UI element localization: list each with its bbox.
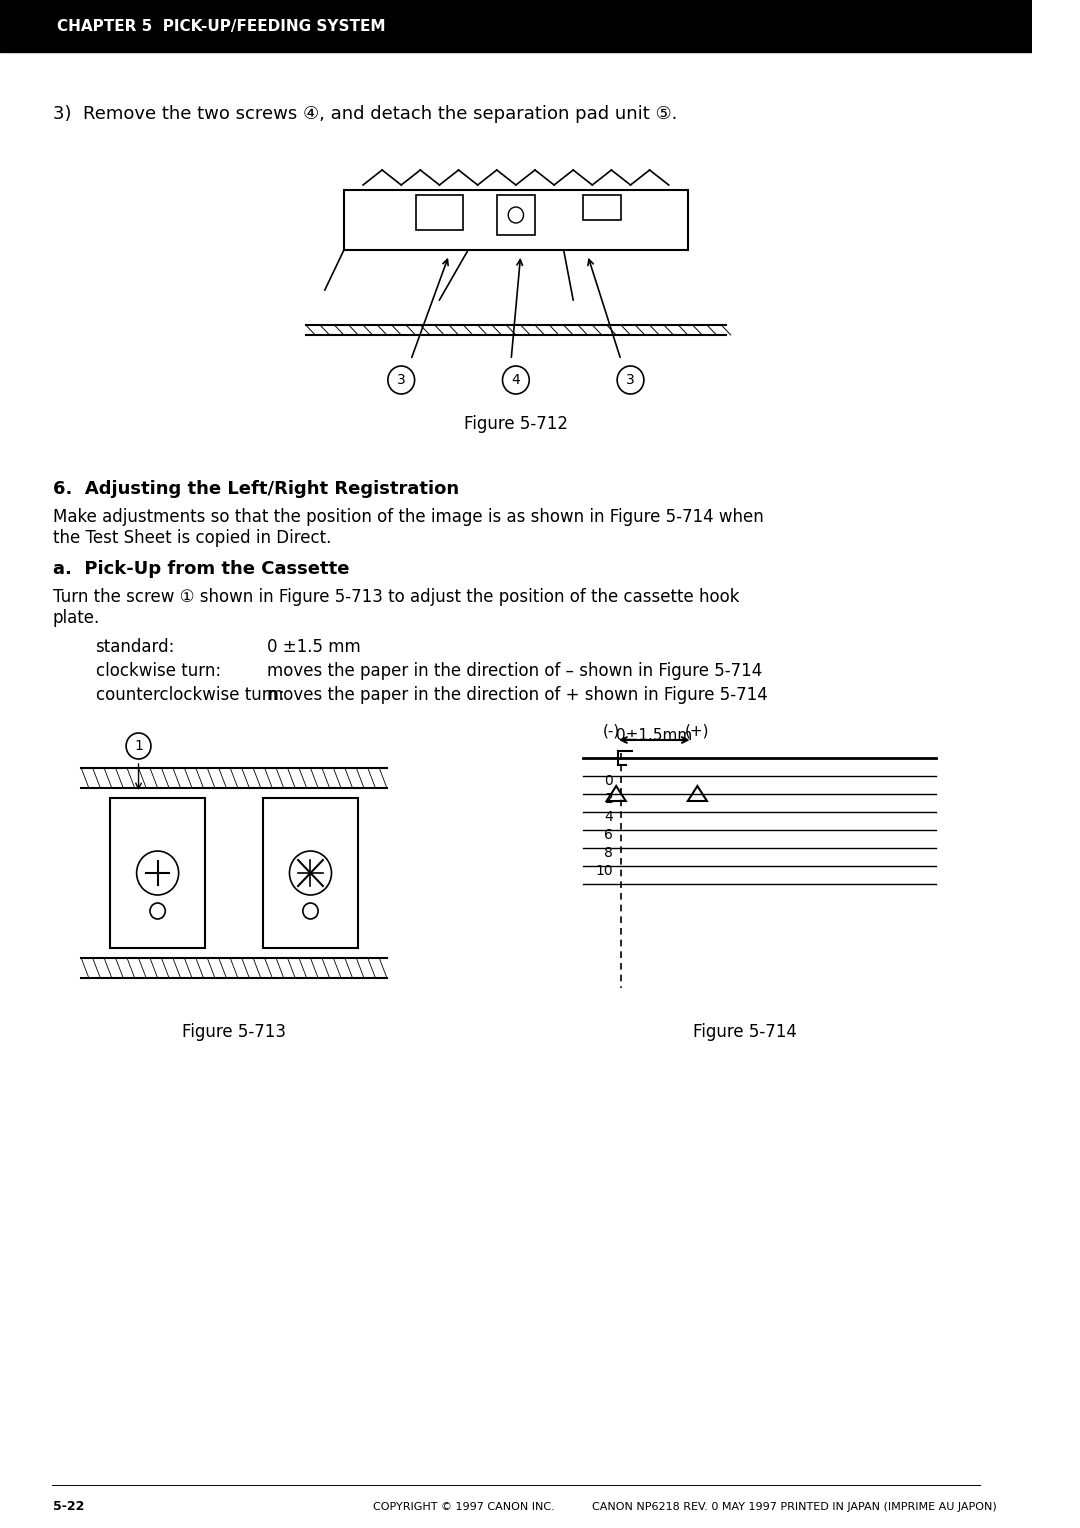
Text: Figure 5-713: Figure 5-713: [183, 1024, 286, 1041]
Text: CHAPTER 5  PICK-UP/FEEDING SYSTEM: CHAPTER 5 PICK-UP/FEEDING SYSTEM: [57, 18, 386, 34]
Text: 0±1.5mm: 0±1.5mm: [617, 727, 692, 743]
Text: 6.  Adjusting the Left/Right Registration: 6. Adjusting the Left/Right Registration: [53, 480, 459, 498]
Text: 4: 4: [512, 373, 521, 387]
Text: 1: 1: [134, 740, 143, 753]
Text: Turn the screw ① shown in Figure 5-713 to adjust the position of the cassette ho: Turn the screw ① shown in Figure 5-713 t…: [53, 588, 739, 626]
Bar: [343, 189, 688, 251]
Text: Figure 5-714: Figure 5-714: [693, 1024, 797, 1041]
Text: 2: 2: [605, 792, 613, 805]
Text: 6: 6: [605, 828, 613, 842]
Text: 0 ±1.5 mm: 0 ±1.5 mm: [268, 639, 361, 656]
Text: 4: 4: [605, 810, 613, 824]
Text: standard:: standard:: [95, 639, 175, 656]
Bar: [583, 196, 621, 220]
Text: moves the paper in the direction of – shown in Figure 5-714: moves the paper in the direction of – sh…: [268, 662, 762, 680]
Text: 3: 3: [396, 373, 406, 387]
Text: moves the paper in the direction of + shown in Figure 5-714: moves the paper in the direction of + sh…: [268, 686, 768, 704]
Text: COPYRIGHT © 1997 CANON INC.: COPYRIGHT © 1997 CANON INC.: [373, 1502, 554, 1513]
Text: 10: 10: [596, 863, 613, 879]
Text: counterclockwise turn:: counterclockwise turn:: [95, 686, 284, 704]
Text: 0: 0: [605, 775, 613, 788]
Bar: [0, 0, 1031, 52]
Text: (+): (+): [685, 723, 710, 738]
Text: 8: 8: [605, 847, 613, 860]
Text: Make adjustments so that the position of the image is as shown in Figure 5-714 w: Make adjustments so that the position of…: [53, 507, 764, 547]
Text: 3: 3: [626, 373, 635, 387]
Text: 3)  Remove the two screws ④, and detach the separation pad unit ⑤.: 3) Remove the two screws ④, and detach t…: [53, 105, 677, 122]
Text: a.  Pick-Up from the Cassette: a. Pick-Up from the Cassette: [53, 559, 349, 578]
Bar: [497, 196, 535, 235]
Bar: [110, 798, 205, 947]
Text: CANON NP6218 REV. 0 MAY 1997 PRINTED IN JAPAN (IMPRIME AU JAPON): CANON NP6218 REV. 0 MAY 1997 PRINTED IN …: [592, 1502, 997, 1513]
Text: Figure 5-712: Figure 5-712: [464, 416, 568, 432]
Text: 5-22: 5-22: [53, 1500, 84, 1514]
Bar: [262, 798, 359, 947]
Text: clockwise turn:: clockwise turn:: [95, 662, 220, 680]
Text: (-): (-): [603, 723, 620, 738]
Bar: [416, 196, 463, 231]
